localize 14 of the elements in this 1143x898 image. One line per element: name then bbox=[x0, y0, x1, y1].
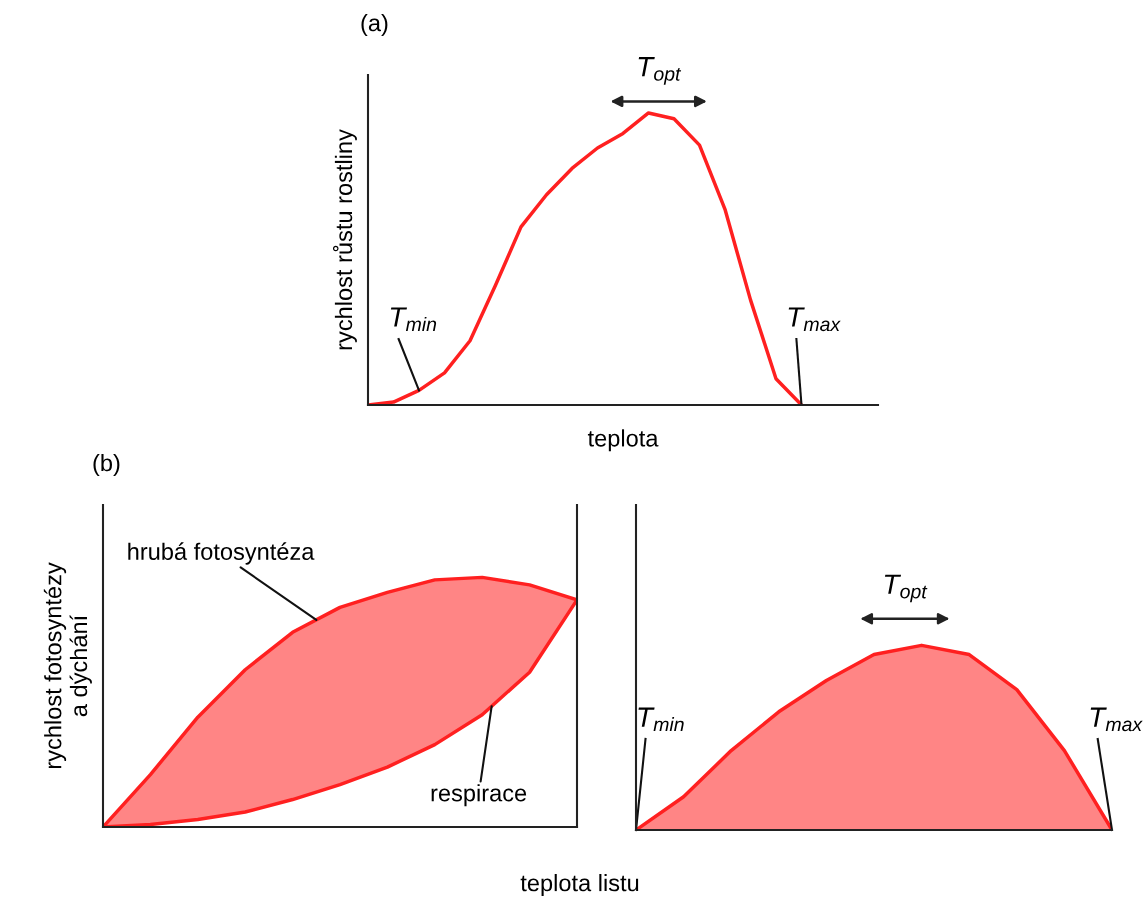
annotation: T$_{min}$ bbox=[390, 307, 437, 331]
annotation: T$_{min}$ bbox=[638, 707, 684, 732]
annotation: T$_{max}$ bbox=[788, 307, 841, 332]
text: T$_{opt}$ bbox=[884, 574, 928, 603]
chart-title: (a) bbox=[361, 14, 388, 36]
x-axis-title: teplota listu bbox=[520, 873, 639, 897]
series-label: respirace bbox=[431, 784, 527, 807]
y-axis-title: rychlost fotosyntézy a dýchání bbox=[43, 562, 92, 769]
y-axis-title: rychlost růstu rostliny bbox=[332, 129, 357, 350]
text: T$_{opt}$ bbox=[638, 57, 682, 85]
chart-title: (b) bbox=[93, 453, 120, 476]
annotation: T$_{max}$ bbox=[1090, 707, 1143, 732]
text: hrubá fotosyntéza bbox=[128, 542, 315, 565]
x-axis-title: teplota bbox=[587, 429, 659, 452]
